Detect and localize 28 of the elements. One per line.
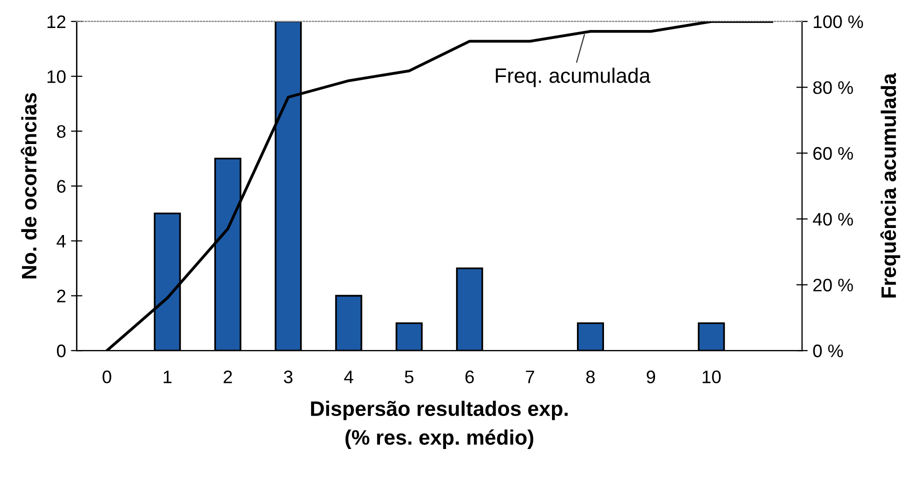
y-tick-label: 6 — [57, 180, 66, 193]
x-tick-label: 1 — [164, 370, 172, 384]
series-label: Freq. acumulada — [496, 68, 651, 88]
y-tick-label: 4 — [56, 235, 66, 248]
x-axis-title: Dispersão resultados exp. (% res. exp. médio) — [311, 400, 568, 449]
y2-tick-label: 80 % — [813, 81, 853, 94]
y-tick-label: 2 — [57, 290, 66, 302]
x-tick-label: 5 — [404, 370, 414, 384]
x-tick-label: 0 — [102, 370, 112, 384]
y-tick-label: 10 — [48, 70, 66, 84]
y2-tick-label: 0 % — [813, 344, 843, 358]
y-tick-label: 0 — [56, 344, 66, 358]
x-tick-label: 4 — [344, 370, 354, 384]
y2-tick-label: 60 % — [813, 147, 853, 160]
y2-tick-label: 40 % — [812, 212, 853, 226]
x-tick-label: 6 — [465, 370, 474, 384]
y-tick-label: 12 — [48, 15, 66, 28]
y2-tick-label: 100 % — [814, 15, 863, 28]
y-tick-label: 8 — [57, 125, 66, 138]
y2-axis-title: Frequência acumulada — [880, 73, 900, 298]
x-tick-label: 8 — [586, 370, 595, 384]
y2-tick-label: 20 % — [813, 278, 853, 292]
x-tick-label: 10 — [702, 370, 721, 384]
x-tick-label: 7 — [526, 370, 534, 384]
y-axis-title: No. de ocorrências — [20, 93, 37, 278]
x-tick-label: 9 — [646, 370, 656, 384]
x-tick-label: 3 — [284, 370, 292, 384]
x-tick-label: 2 — [224, 370, 232, 384]
